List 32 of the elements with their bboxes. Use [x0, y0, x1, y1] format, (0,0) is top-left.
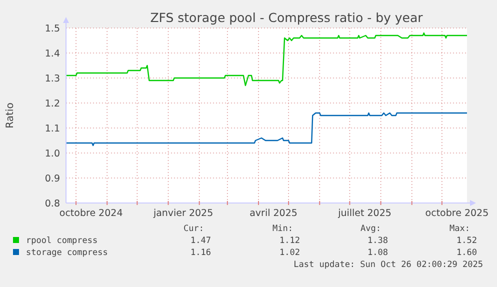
line-series	[65, 32, 468, 86]
y-tick-label: 1.1	[44, 124, 60, 134]
text: 1.08	[368, 248, 388, 258]
y-tick-label: 1.4	[44, 48, 60, 60]
text: Max:	[450, 224, 470, 234]
text: 1.60	[456, 248, 477, 258]
y-tick-label: 0.9	[44, 174, 60, 184]
x-tick-label: janvier 2025	[152, 208, 214, 219]
x-tick-label: avril 2025	[250, 208, 298, 219]
text: 1.16	[190, 248, 211, 258]
y-axis-title: Ratio	[5, 102, 16, 128]
text: 1.12	[280, 236, 300, 246]
text: 1.52	[456, 236, 477, 246]
text: 1.02	[280, 248, 300, 258]
text: Min:	[272, 224, 293, 234]
chart-title: ZFS storage pool - Compress ratio - by year	[150, 10, 424, 25]
text: 1.47	[190, 236, 211, 246]
text: Last update: Sun Oct 26 02:00:29 2025	[294, 260, 483, 270]
text: Cur:	[184, 224, 204, 234]
x-tick-label: juillet 2025	[337, 208, 392, 219]
x-tick-label: octobre 2024	[59, 208, 123, 219]
y-tick-label: 1.0	[44, 148, 60, 160]
y-tick-label: 1.2	[44, 98, 60, 110]
line-series	[65, 112, 468, 146]
y-tick-label: 1.3	[44, 74, 60, 84]
legend-label: storage compress	[26, 248, 108, 258]
text: 1.38	[368, 236, 388, 246]
text: Avg:	[360, 224, 381, 234]
y-tick-label: 1.5	[44, 24, 60, 34]
legend-label: rpool compress	[26, 236, 98, 246]
y-tick-label: 0.8	[44, 198, 60, 210]
x-tick-label: octobre 2025	[425, 208, 489, 219]
